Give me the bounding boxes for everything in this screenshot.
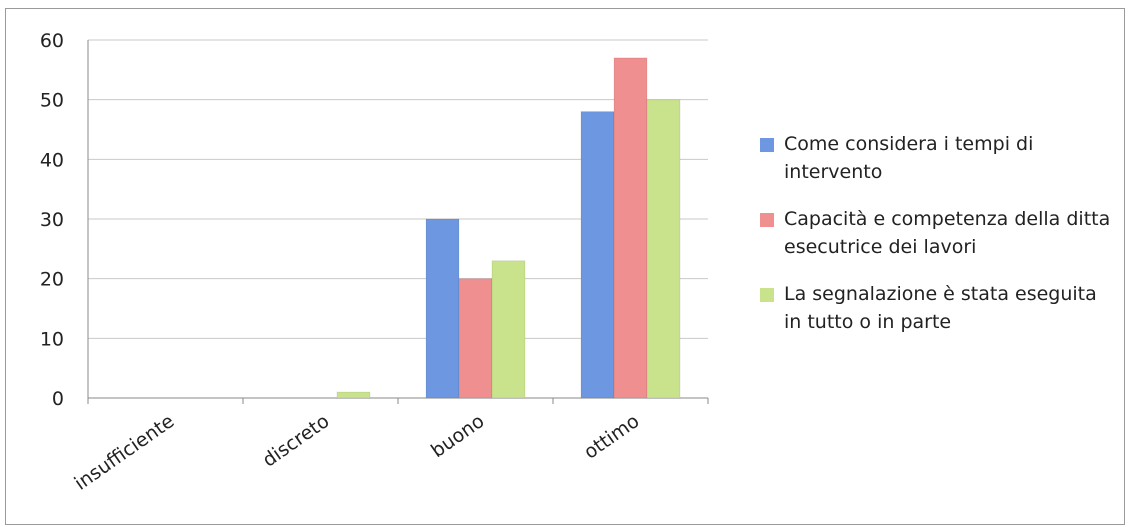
bar <box>458 278 493 399</box>
legend-item-capacita-competenza: Capacità e competenza della ditta esecut… <box>760 205 1120 261</box>
y-tick-label: 10 <box>40 328 64 350</box>
bar <box>613 57 648 399</box>
bar <box>336 391 371 399</box>
y-tick-label: 40 <box>40 149 64 171</box>
chart-frame <box>5 8 1125 525</box>
y-tick-label: 0 <box>52 388 64 410</box>
legend-swatch-blue <box>760 138 774 152</box>
legend-label: Capacità e competenza della ditta esecut… <box>784 208 1111 258</box>
x-category-label: insufficiente <box>71 410 179 495</box>
y-tick-label: 50 <box>40 90 64 112</box>
legend-item-tempi-intervento: Come considera i tempi di intervento <box>760 130 1120 186</box>
bar <box>491 260 526 399</box>
x-category-label: buono <box>427 410 488 462</box>
bar <box>580 111 615 399</box>
legend-label: La segnalazione è stata eseguita in tutt… <box>784 283 1097 333</box>
x-category-label: discreto <box>259 410 334 472</box>
bar <box>646 99 681 399</box>
y-tick-label: 60 <box>40 30 64 52</box>
y-tick-label: 20 <box>40 269 64 291</box>
x-category-label: ottimo <box>580 410 643 464</box>
legend: Come considera i tempi di intervento Cap… <box>760 130 1120 355</box>
y-tick-label: 30 <box>40 209 64 231</box>
legend-swatch-green <box>760 288 774 302</box>
legend-item-segnalazione-eseguita: La segnalazione è stata eseguita in tutt… <box>760 280 1120 336</box>
bar <box>425 218 460 399</box>
legend-label: Come considera i tempi di intervento <box>784 133 1034 183</box>
legend-swatch-red <box>760 213 774 227</box>
